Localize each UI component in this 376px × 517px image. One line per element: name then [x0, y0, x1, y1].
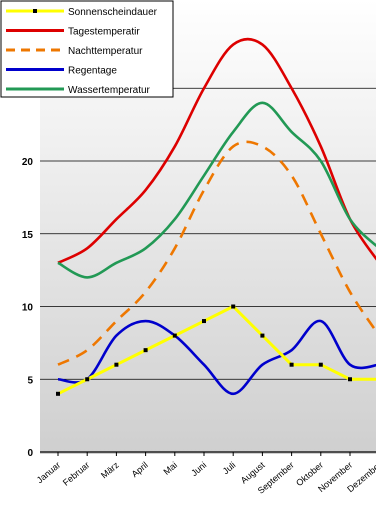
series-line	[57, 319, 376, 396]
series-line	[57, 101, 376, 279]
legend-item: Wassertemperatur	[6, 85, 151, 96]
data-point	[172, 333, 177, 338]
data-point	[260, 333, 265, 338]
series-wassertemperatur	[57, 101, 376, 279]
series-regentage	[57, 319, 376, 396]
x-tick-label: Juni	[189, 460, 208, 478]
series-lines	[56, 37, 376, 396]
data-point	[318, 362, 323, 367]
legend-item: Nachttemperatur	[6, 46, 143, 57]
y-tick-label: 10	[22, 303, 34, 314]
legend-label: Tagestemperatir	[68, 27, 140, 38]
gridlines	[40, 87, 376, 453]
y-tick-label: 15	[22, 230, 34, 241]
legend-item: Regentage	[6, 66, 117, 77]
series-nachttemperatur	[57, 140, 376, 366]
legend-marker	[33, 9, 37, 13]
y-tick-label: 20	[22, 157, 34, 168]
x-tick-label: Februar	[61, 460, 92, 488]
series-line	[57, 37, 376, 265]
data-point	[56, 391, 60, 396]
legend-label: Wassertemperatur	[68, 85, 151, 96]
data-point	[85, 377, 90, 382]
data-point	[143, 348, 148, 353]
legend-label: Sonnenscheindauer	[68, 7, 158, 18]
y-axis-ticks: 0 5 10 15 20	[22, 157, 34, 459]
data-point	[202, 319, 206, 324]
legend-label: Nachttemperatur	[68, 46, 143, 57]
data-point	[348, 377, 352, 382]
x-tick-label: Mai	[162, 460, 180, 477]
y-tick-label: 5	[27, 375, 33, 386]
y-tick-label: 0	[27, 448, 33, 459]
data-point	[114, 362, 119, 367]
series-sonnenscheindauer	[56, 304, 376, 396]
x-tick-label: März	[99, 460, 121, 481]
x-tick-label: Juli	[221, 460, 238, 476]
series-tagestemperatir	[57, 37, 376, 265]
x-tick-label: April	[130, 460, 150, 479]
legend-item: Tagestemperatir	[6, 27, 140, 38]
x-tick-label: Januar	[35, 460, 63, 485]
legend-item: Sonnenscheindauer	[6, 7, 158, 18]
series-line	[57, 140, 376, 366]
data-point	[289, 362, 294, 367]
legend-label: Regentage	[68, 66, 117, 77]
series-line	[57, 304, 376, 396]
legend: Sonnenscheindauer Tagestemperatir Nachttem…	[0, 0, 174, 98]
data-point	[231, 304, 236, 309]
